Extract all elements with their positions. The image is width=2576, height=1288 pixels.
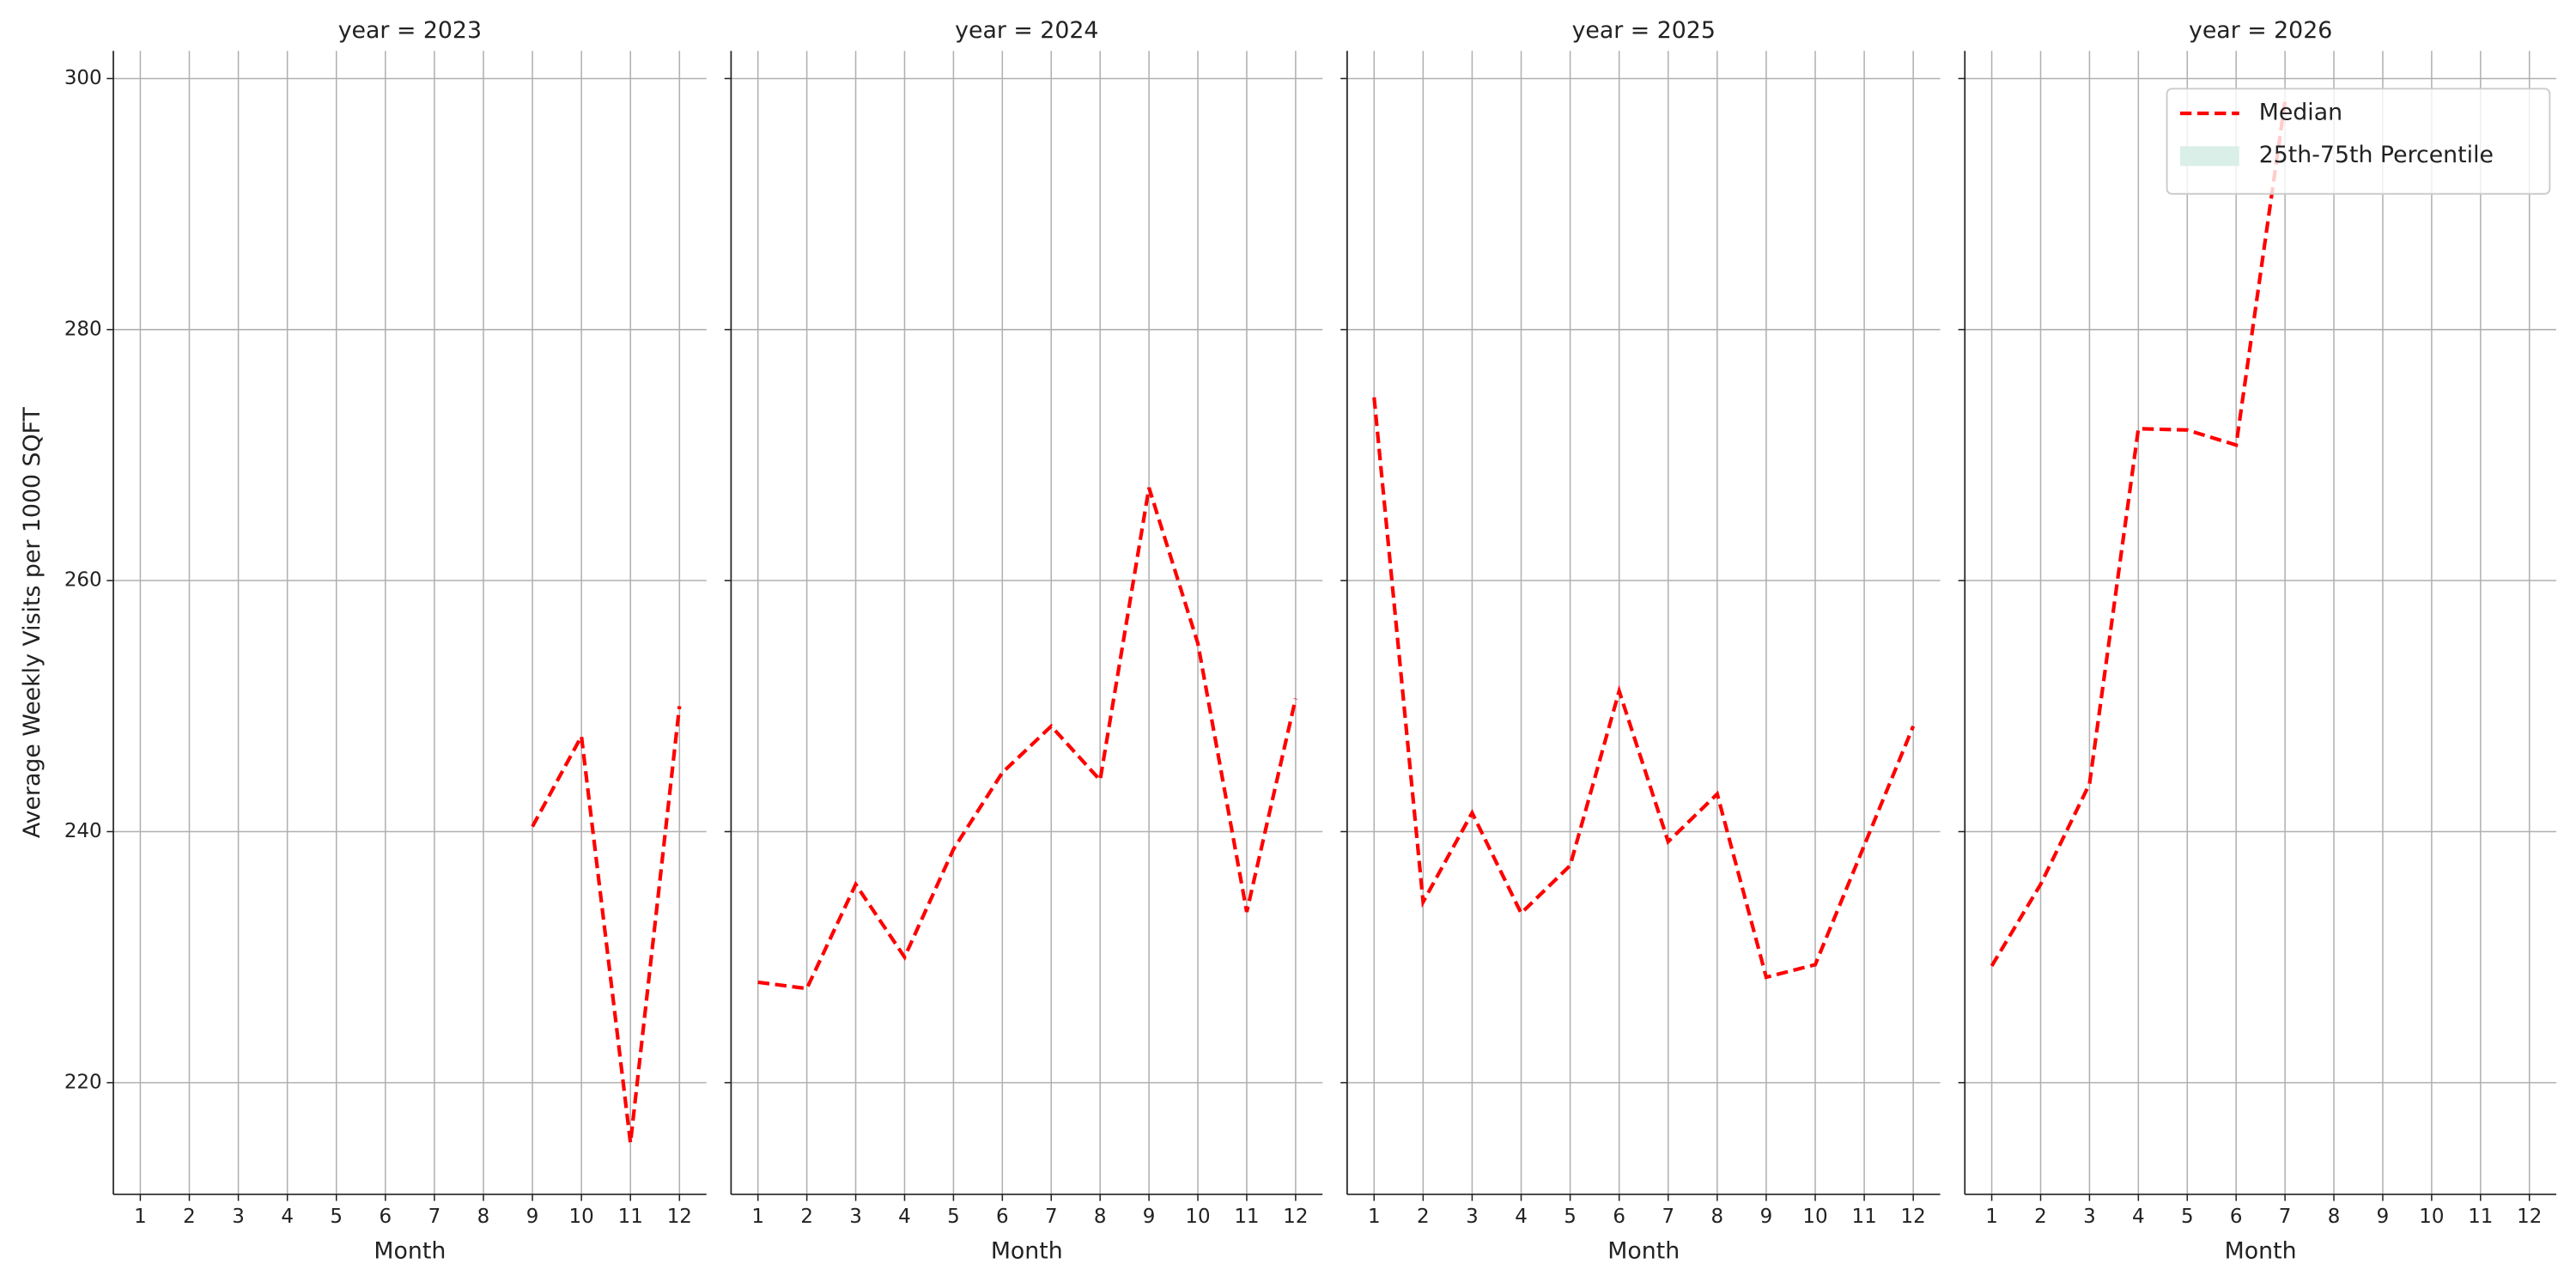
x-tick-label: 12 <box>1901 1206 1926 1228</box>
x-tick-label: 3 <box>849 1206 862 1228</box>
x-tick-label: 3 <box>2083 1206 2096 1228</box>
x-tick-label: 3 <box>232 1206 245 1228</box>
x-tick-label: 9 <box>526 1206 539 1228</box>
x-axis-label: Month <box>991 1237 1063 1264</box>
legend-label: Median <box>2259 100 2342 126</box>
x-tick-label: 12 <box>2517 1206 2542 1228</box>
y-tick-label: 240 <box>64 820 102 842</box>
x-tick-label: 10 <box>1802 1206 1827 1228</box>
x-tick-label: 10 <box>2419 1206 2444 1228</box>
x-tick-label: 2 <box>2034 1206 2047 1228</box>
x-axis-label: Month <box>2225 1237 2297 1264</box>
x-tick-label: 10 <box>569 1206 594 1228</box>
x-tick-label: 3 <box>1466 1206 1479 1228</box>
x-tick-label: 7 <box>1045 1206 1058 1228</box>
x-tick-label: 9 <box>1143 1206 1156 1228</box>
x-tick-label: 11 <box>1234 1206 1259 1228</box>
legend: Median 25th-75th Percentile <box>2166 88 2551 195</box>
x-tick-label: 2 <box>183 1206 196 1228</box>
x-tick-label: 6 <box>996 1206 1009 1228</box>
x-tick-label: 5 <box>947 1206 960 1228</box>
median-line <box>531 706 682 1144</box>
x-tick-label: 5 <box>1564 1206 1577 1228</box>
x-tick-label: 7 <box>2279 1206 2292 1228</box>
y-tick-label: 220 <box>64 1071 102 1093</box>
y-tick-label: 260 <box>64 569 102 592</box>
facet-title: year = 2025 <box>1572 17 1716 44</box>
x-tick-label: 5 <box>330 1206 343 1228</box>
x-tick-label: 11 <box>1851 1206 1876 1228</box>
x-tick-label: 7 <box>428 1206 441 1228</box>
facet-title: year = 2026 <box>2189 17 2332 44</box>
x-tick-label: 6 <box>2230 1206 2243 1228</box>
median-line <box>757 487 1297 991</box>
x-tick-label: 8 <box>1094 1206 1107 1228</box>
x-tick-label: 7 <box>1662 1206 1674 1228</box>
x-tick-label: 8 <box>477 1206 490 1228</box>
x-tick-label: 6 <box>1613 1206 1625 1228</box>
x-tick-label: 4 <box>2132 1206 2145 1228</box>
x-tick-label: 2 <box>1417 1206 1430 1228</box>
legend-swatch <box>2179 146 2239 167</box>
x-tick-label: 8 <box>1711 1206 1724 1228</box>
x-tick-label: 10 <box>1185 1206 1210 1228</box>
x-tick-label: 1 <box>1985 1206 1998 1228</box>
x-tick-label: 6 <box>380 1206 392 1228</box>
x-tick-label: 12 <box>1283 1206 1308 1228</box>
x-tick-label: 11 <box>2468 1206 2493 1228</box>
x-tick-label: 4 <box>898 1206 911 1228</box>
x-tick-label: 9 <box>2377 1206 2390 1228</box>
facet-title: year = 2023 <box>338 17 482 44</box>
x-tick-label: 8 <box>2328 1206 2341 1228</box>
x-axis-label: Month <box>1607 1237 1680 1264</box>
x-tick-label: 9 <box>1760 1206 1773 1228</box>
x-tick-label: 12 <box>667 1206 692 1228</box>
facet-title: year = 2024 <box>955 17 1098 44</box>
x-axis-label: Month <box>374 1237 446 1264</box>
legend-frame <box>2166 88 2551 195</box>
x-tick-label: 2 <box>800 1206 813 1228</box>
x-tick-label: 1 <box>751 1206 764 1228</box>
x-tick-label: 1 <box>134 1206 147 1228</box>
y-axis-label: Average Weekly Visits per 1000 SQFT <box>19 407 46 839</box>
median-line <box>1372 397 1916 980</box>
legend-label: 25th-75th Percentile <box>2259 142 2494 168</box>
median-line <box>1990 100 2287 967</box>
y-tick-label: 300 <box>64 67 102 89</box>
x-tick-label: 4 <box>1515 1206 1528 1228</box>
x-tick-label: 11 <box>618 1206 643 1228</box>
x-tick-label: 4 <box>281 1206 294 1228</box>
x-tick-label: 5 <box>2181 1206 2194 1228</box>
x-tick-label: 1 <box>1368 1206 1381 1228</box>
y-tick-label: 280 <box>64 318 102 340</box>
